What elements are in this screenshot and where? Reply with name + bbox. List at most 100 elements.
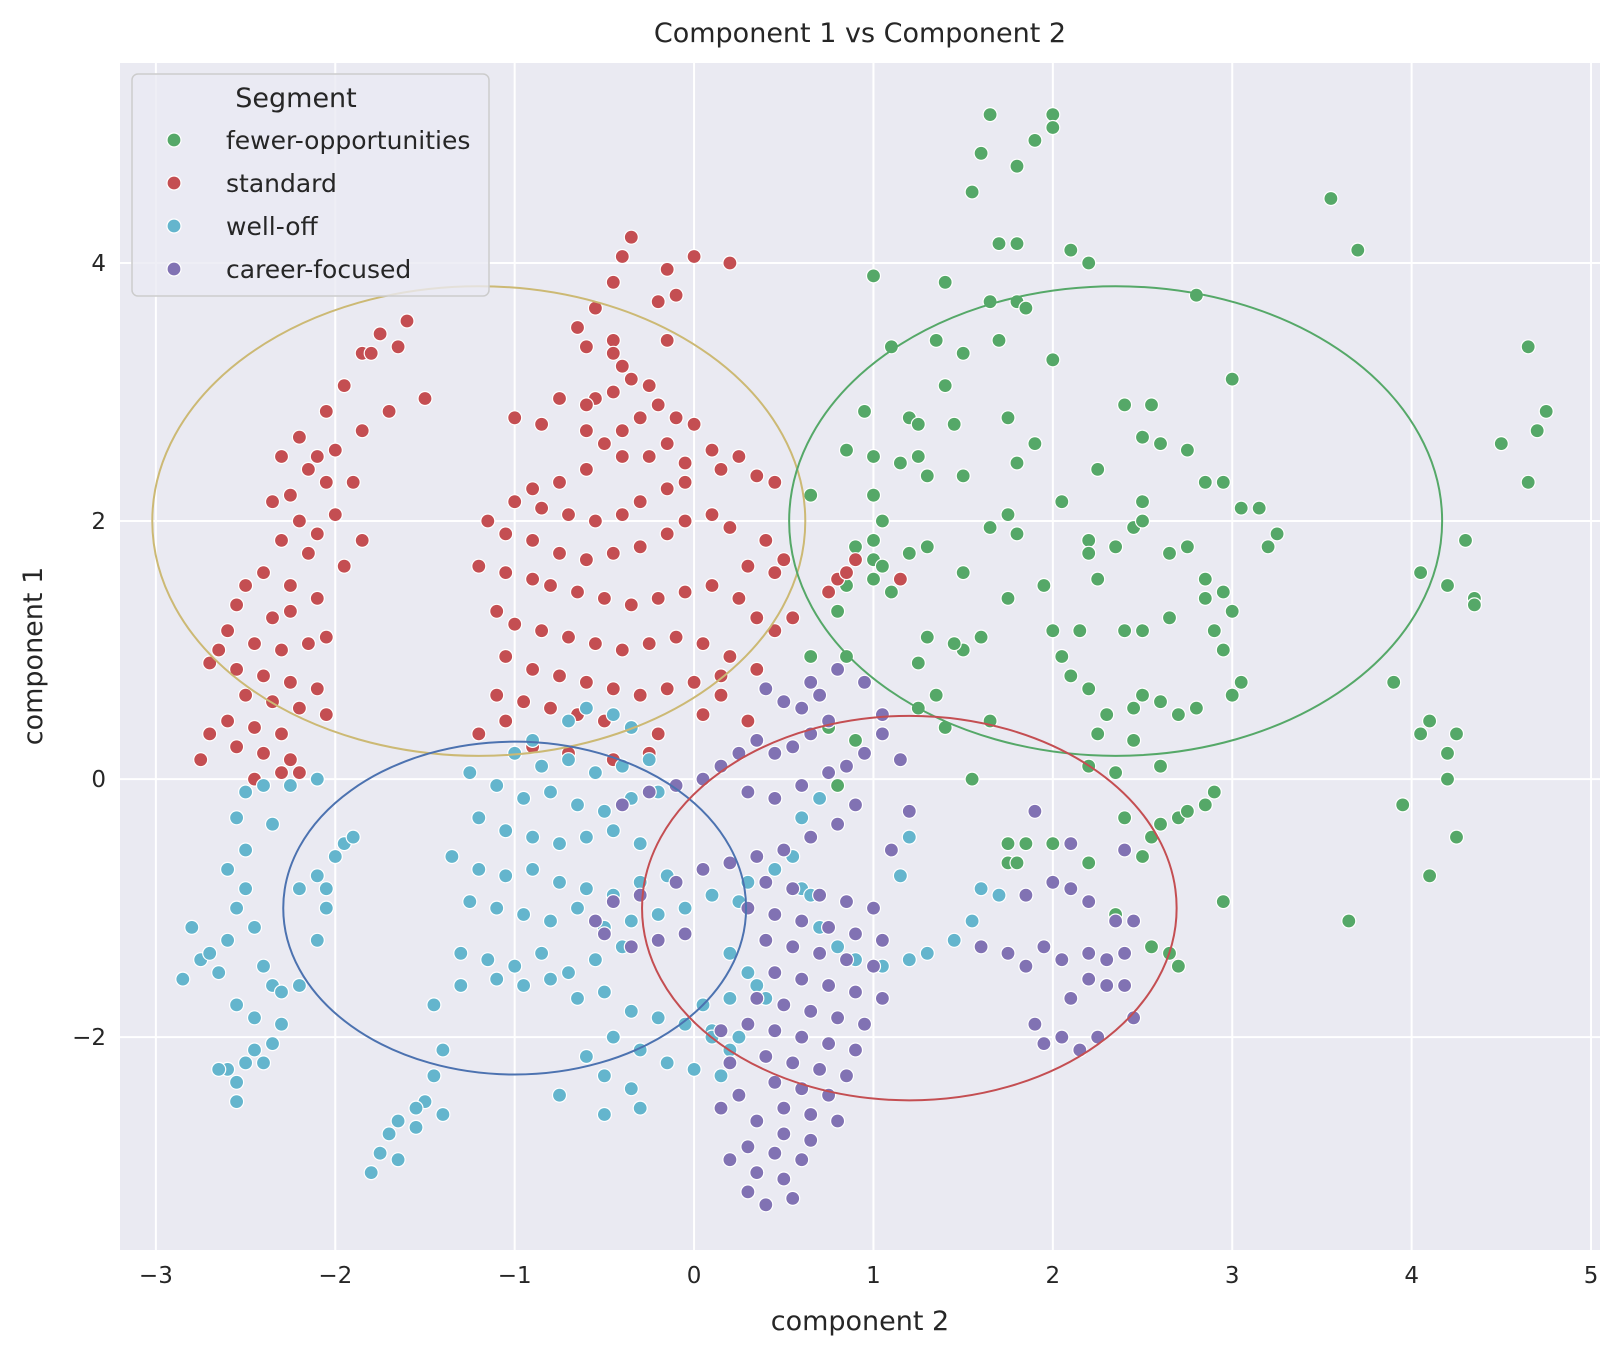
x-tick-label: 3 (1225, 1263, 1240, 1289)
point-career-focused (767, 964, 783, 981)
point-well-off (291, 977, 307, 994)
point-well-off (471, 810, 487, 826)
point-well-off (596, 1068, 613, 1084)
point-well-off (229, 997, 245, 1013)
point-well-off (560, 752, 577, 768)
point-fewer-opportunities (1152, 758, 1169, 774)
point-well-off (426, 997, 442, 1013)
point-fewer-opportunities (1179, 442, 1196, 458)
point-well-off (408, 1119, 424, 1136)
point-standard (767, 474, 783, 490)
point-fewer-opportunities (1143, 939, 1160, 955)
point-well-off (892, 868, 909, 884)
point-standard (641, 448, 657, 465)
x-axis-label: component 2 (771, 1306, 950, 1337)
point-fewer-opportunities (1529, 423, 1545, 439)
point-well-off (238, 784, 254, 800)
point-well-off (542, 784, 559, 800)
point-career-focused (847, 797, 864, 813)
point-standard (211, 642, 227, 658)
point-career-focused (731, 1087, 747, 1103)
point-fewer-opportunities (1439, 771, 1456, 787)
point-well-off (578, 1048, 595, 1065)
point-standard (498, 564, 514, 581)
point-well-off (184, 919, 200, 936)
point-fewer-opportunities (946, 635, 962, 652)
point-standard (722, 255, 738, 271)
point-well-off (273, 1016, 290, 1032)
point-career-focused (1018, 887, 1034, 903)
point-fewer-opportunities (1134, 848, 1151, 865)
point-fewer-opportunities (865, 532, 882, 549)
point-career-focused (847, 926, 864, 942)
point-fewer-opportunities (910, 416, 926, 432)
point-well-off (246, 1042, 263, 1058)
point-fewer-opportunities (1054, 648, 1070, 665)
point-fewer-opportunities (847, 732, 864, 749)
point-well-off (489, 777, 505, 794)
point-standard (578, 397, 595, 413)
point-standard (677, 474, 693, 490)
point-standard (749, 468, 765, 484)
point-well-off (211, 964, 227, 981)
point-fewer-opportunities (1081, 681, 1097, 697)
point-career-focused (856, 745, 873, 761)
point-well-off (524, 732, 541, 749)
point-fewer-opportunities (1439, 745, 1456, 761)
point-well-off (686, 1061, 702, 1078)
point-career-focused (1125, 913, 1142, 929)
x-tick-label: −1 (498, 1263, 532, 1289)
point-standard (515, 694, 532, 710)
legend-title: Segment (235, 83, 357, 114)
y-tick-label: 4 (91, 251, 106, 277)
point-standard (686, 674, 702, 690)
point-standard (614, 642, 630, 658)
point-standard (507, 410, 523, 426)
point-standard (524, 661, 541, 678)
point-career-focused (803, 1106, 819, 1123)
point-standard (533, 416, 550, 432)
point-standard (578, 552, 595, 568)
point-career-focused (632, 887, 648, 903)
point-fewer-opportunities (1009, 158, 1025, 174)
point-career-focused (749, 848, 765, 865)
point-fewer-opportunities (1134, 513, 1151, 529)
point-fewer-opportunities (1233, 674, 1249, 690)
point-fewer-opportunities (1386, 674, 1402, 690)
point-well-off (650, 906, 666, 923)
point-standard (480, 513, 496, 529)
point-career-focused (1099, 977, 1115, 994)
point-standard (596, 590, 613, 607)
point-career-focused (668, 874, 684, 890)
point-well-off (515, 977, 532, 994)
point-standard (309, 681, 325, 697)
point-standard (282, 577, 298, 594)
point-fewer-opportunities (901, 545, 917, 561)
point-fewer-opportunities (1000, 835, 1016, 852)
point-career-focused (829, 1113, 846, 1129)
point-standard (318, 403, 334, 419)
point-standard (202, 655, 218, 671)
point-standard (229, 597, 245, 613)
point-career-focused (740, 900, 756, 916)
point-career-focused (1081, 945, 1097, 961)
point-career-focused (695, 861, 711, 878)
point-career-focused (1045, 874, 1061, 890)
point-career-focused (740, 1184, 756, 1200)
point-career-focused (874, 990, 891, 1007)
point-standard (255, 668, 272, 684)
point-career-focused (767, 906, 783, 923)
point-career-focused (758, 874, 774, 890)
point-fewer-opportunities (1412, 726, 1429, 742)
point-standard (623, 371, 639, 387)
point-well-off (408, 1100, 424, 1116)
point-career-focused (794, 971, 810, 987)
point-fewer-opportunities (928, 332, 944, 348)
point-standard (614, 358, 630, 374)
point-well-off (246, 919, 263, 936)
point-career-focused (776, 694, 792, 710)
point-standard (318, 474, 334, 490)
point-well-off (462, 764, 478, 781)
point-well-off (255, 777, 272, 794)
point-standard (560, 506, 577, 523)
